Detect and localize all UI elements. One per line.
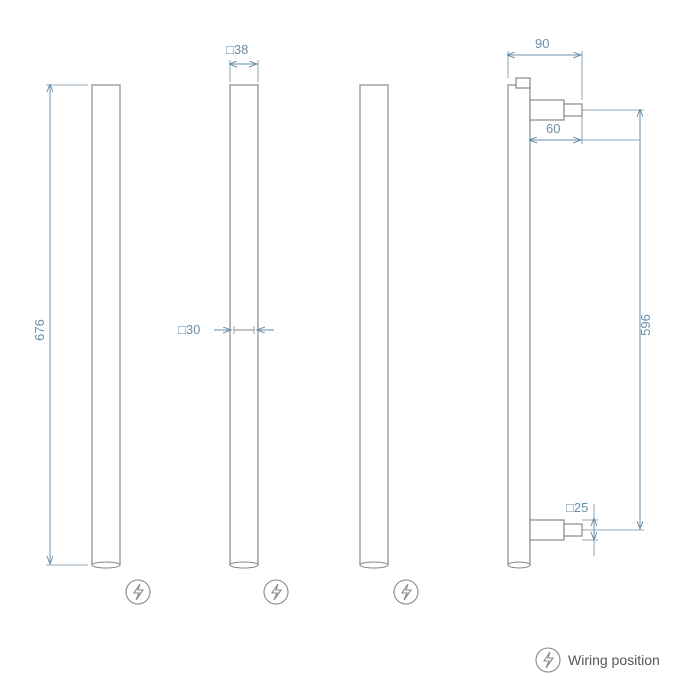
wiring-icon-3 (394, 580, 418, 604)
legend-label: Wiring position (568, 652, 660, 668)
view-1: 676 (32, 85, 150, 604)
legend: Wiring position (536, 648, 660, 672)
view-2: □38 □30 (178, 42, 288, 604)
view-3 (360, 85, 418, 604)
wiring-icon-2 (264, 580, 288, 604)
wiring-icon-1 (126, 580, 150, 604)
dim-676: 676 (32, 319, 47, 341)
wiring-icon-legend (536, 648, 560, 672)
dim-60: 60 (546, 121, 560, 136)
dim-38: □38 (226, 42, 248, 57)
dim-90: 90 (535, 36, 549, 51)
dim-596: 596 (638, 314, 653, 336)
dim-30: □30 (178, 322, 200, 337)
dim-25: □25 (566, 500, 588, 515)
view-4-side: 90 60 596 □25 (508, 36, 653, 568)
